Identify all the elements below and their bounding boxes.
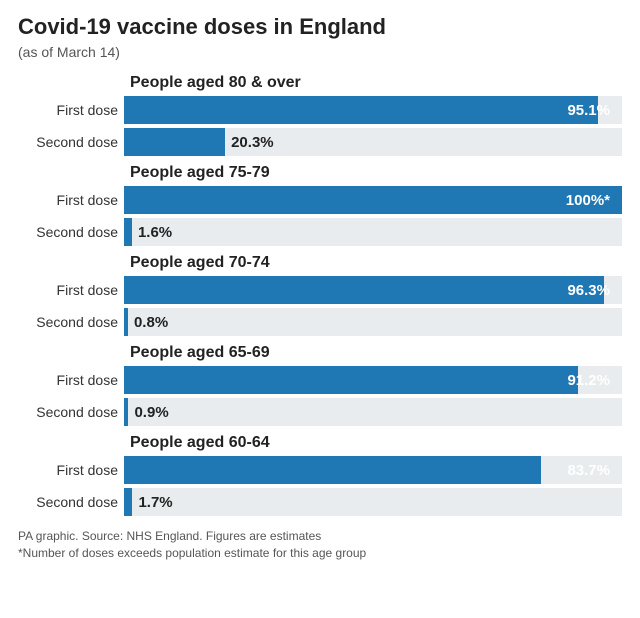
bar-track: 0.9% [124,398,622,426]
bar-value: 96.3% [136,276,616,304]
bar-row-label: Second dose [18,224,124,240]
bar-row-label: Second dose [18,134,124,150]
bar-value: 95.1% [142,96,616,124]
bar-row: First dose100%* [18,186,622,214]
bar-fill [124,218,132,246]
bar-row: First dose 91.2% [18,366,622,394]
bar-value: 0.8% [134,308,168,336]
bar-fill [124,488,132,516]
bar-chart: People aged 80 & over First dose 95.1% Seco… [18,74,622,516]
bar-row: Second dose 0.8% [18,308,622,336]
chart-title: Covid-19 vaccine doses in England [18,14,622,40]
age-group: People aged 65-69 First dose 91.2% Second d… [18,344,622,426]
age-group: People aged 75-79First dose100%*Second d… [18,164,622,246]
bar-row-label: First dose [18,192,124,208]
bar-track: 0.8% [124,308,622,336]
bar-track: 96.3% [124,276,622,304]
age-group: People aged 70-74 First dose 96.3% Second d… [18,254,622,336]
bar-row-label: First dose [18,102,124,118]
bar-fill [124,308,128,336]
bar-track: 100%* [124,186,622,214]
age-group-header: People aged 65-69 [130,344,622,362]
age-group-header: People aged 80 & over [130,74,622,92]
bar-value: 91.2% [162,366,616,394]
age-group: People aged 60-64 First dose 83.7% Second d… [18,434,622,516]
bar-track: 95.1% [124,96,622,124]
bar-value: 0.9% [134,398,168,426]
bar-track: 1.6% [124,218,622,246]
bar-row-label: First dose [18,282,124,298]
age-group-header: People aged 70-74 [130,254,622,272]
bar-track: 91.2% [124,366,622,394]
bar-row-label: First dose [18,462,124,478]
chart-subtitle: (as of March 14) [18,44,622,60]
bar-fill [124,128,225,156]
bar-row: Second dose 1.7% [18,488,622,516]
bar-track: 20.3% [124,128,622,156]
bar-value: 20.3% [231,128,274,156]
chart-footnotes: PA graphic. Source: NHS England. Figures… [18,528,622,562]
bar-row-label: First dose [18,372,124,388]
bar-track: 1.7% [124,488,622,516]
bar-row-label: Second dose [18,404,124,420]
bar-value: 1.7% [138,488,172,516]
bar-row: First dose 96.3% [18,276,622,304]
bar-row: First dose 83.7% [18,456,622,484]
bar-row: Second dose 1.6% [18,218,622,246]
bar-row-label: Second dose [18,314,124,330]
bar-value: 83.7% [199,456,616,484]
footnote-asterisk: *Number of doses exceeds population esti… [18,545,622,562]
bar-row-label: Second dose [18,494,124,510]
bar-fill [124,398,128,426]
age-group-header: People aged 75-79 [130,164,622,182]
bar-value: 1.6% [138,218,172,246]
bar-row: First dose 95.1% [18,96,622,124]
bar-row: Second dose 20.3% [18,128,622,156]
bar-row: Second dose 0.9% [18,398,622,426]
bar-track: 83.7% [124,456,622,484]
bar-value: 100%* [118,186,616,214]
age-group: People aged 80 & over First dose 95.1% Seco… [18,74,622,156]
footnote-source: PA graphic. Source: NHS England. Figures… [18,528,622,545]
age-group-header: People aged 60-64 [130,434,622,452]
